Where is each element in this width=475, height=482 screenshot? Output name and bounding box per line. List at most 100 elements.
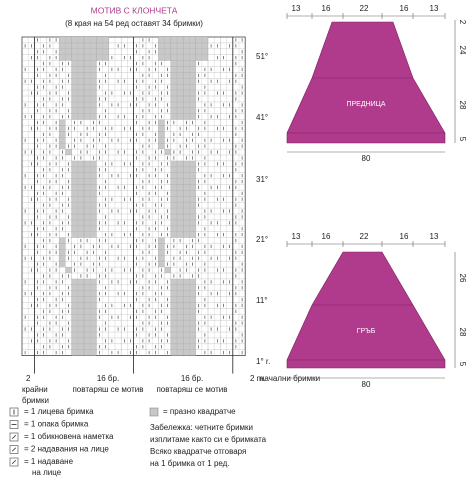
empty-cell xyxy=(77,42,84,49)
empty-cell xyxy=(177,107,184,114)
empty-cell xyxy=(71,72,78,79)
empty-cell xyxy=(183,101,190,108)
empty-cell xyxy=(90,37,97,43)
empty-cell xyxy=(189,225,196,232)
empty-cell xyxy=(84,160,91,167)
empty-cell xyxy=(71,343,78,350)
empty-cell xyxy=(177,314,184,321)
empty-cell xyxy=(102,48,109,55)
empty-cell xyxy=(77,231,84,238)
empty-cell xyxy=(84,60,91,67)
empty-cell xyxy=(77,208,84,214)
empty-cell xyxy=(170,66,177,73)
empty-cell xyxy=(77,107,84,114)
empty-cell xyxy=(59,131,66,138)
empty-cell xyxy=(170,208,177,214)
empty-cell xyxy=(84,308,91,315)
empty-cell xyxy=(189,160,196,167)
empty-cell xyxy=(84,208,91,214)
empty-cell xyxy=(158,143,165,150)
empty-cell xyxy=(77,96,84,102)
empty-cell xyxy=(84,166,91,173)
empty-cell xyxy=(65,149,72,155)
empty-cell xyxy=(59,243,66,250)
empty-cell xyxy=(96,54,103,61)
empty-cell xyxy=(84,225,91,232)
empty-cell xyxy=(77,190,84,197)
top-dimension: 16 xyxy=(322,232,331,241)
empty-cell xyxy=(77,332,84,338)
empty-cell xyxy=(77,302,84,309)
empty-cell xyxy=(189,37,196,43)
empty-cell xyxy=(84,278,91,285)
empty-cell xyxy=(177,326,184,332)
empty-cell xyxy=(77,37,84,43)
legend-label: = 1 надаване xyxy=(24,457,74,466)
empty-cell xyxy=(90,214,97,220)
empty-cell xyxy=(201,42,208,49)
garment-piece xyxy=(286,21,446,144)
empty-cell xyxy=(177,337,184,344)
empty-cell xyxy=(170,42,177,49)
empty-cell xyxy=(189,96,196,102)
empty-cell xyxy=(90,78,97,85)
empty-cell xyxy=(71,113,78,120)
empty-cell xyxy=(84,184,91,191)
empty-cell xyxy=(59,125,66,132)
empty-cell xyxy=(65,54,72,61)
empty-cell xyxy=(90,60,97,67)
empty-cell xyxy=(90,42,97,49)
empty-cell xyxy=(77,202,84,209)
empty-cell xyxy=(183,184,190,191)
empty-cell xyxy=(71,302,78,309)
empty-cell xyxy=(84,107,91,114)
empty-cell xyxy=(183,113,190,120)
empty-cell xyxy=(177,90,184,96)
empty-cell xyxy=(77,296,84,303)
empty-cell xyxy=(177,54,184,61)
empty-cell xyxy=(170,78,177,85)
top-dimension: 16 xyxy=(322,4,331,13)
empty-cell xyxy=(195,42,202,49)
empty-cell xyxy=(177,202,184,209)
empty-cell xyxy=(71,84,78,91)
empty-cell xyxy=(189,90,196,96)
empty-cell xyxy=(84,42,91,49)
empty-cell xyxy=(71,214,78,220)
empty-cell xyxy=(77,225,84,232)
empty-cell xyxy=(170,107,177,114)
empty-cell xyxy=(177,231,184,238)
side-dimension: 2 xyxy=(458,20,467,25)
empty-cell xyxy=(177,101,184,108)
empty-cell xyxy=(71,54,78,61)
empty-cell xyxy=(183,66,190,73)
empty-cell xyxy=(177,60,184,67)
empty-cell xyxy=(170,349,177,356)
empty-cell xyxy=(71,66,78,73)
empty-cell xyxy=(77,84,84,91)
empty-cell xyxy=(183,225,190,232)
row-label: 51° xyxy=(256,52,268,61)
empty-cell xyxy=(183,320,190,327)
empty-cell xyxy=(170,231,177,238)
empty-cell xyxy=(189,278,196,285)
empty-cell xyxy=(71,225,78,232)
bottom-label: повтаряш се мотив xyxy=(156,385,227,394)
empty-cell xyxy=(183,107,190,114)
empty-cell xyxy=(189,42,196,49)
empty-cell xyxy=(177,160,184,167)
empty-cell xyxy=(71,107,78,114)
empty-cell xyxy=(177,349,184,356)
empty-cell xyxy=(71,96,78,102)
empty-cell xyxy=(183,337,190,344)
empty-cell xyxy=(189,320,196,327)
empty-cell xyxy=(183,332,190,338)
empty-cell xyxy=(158,137,165,144)
empty-cell xyxy=(84,214,91,220)
empty-cell xyxy=(177,219,184,226)
empty-cell xyxy=(84,190,91,197)
empty-cell xyxy=(77,337,84,344)
empty-cell xyxy=(183,349,190,356)
empty-cell xyxy=(183,160,190,167)
empty-cell xyxy=(84,219,91,226)
